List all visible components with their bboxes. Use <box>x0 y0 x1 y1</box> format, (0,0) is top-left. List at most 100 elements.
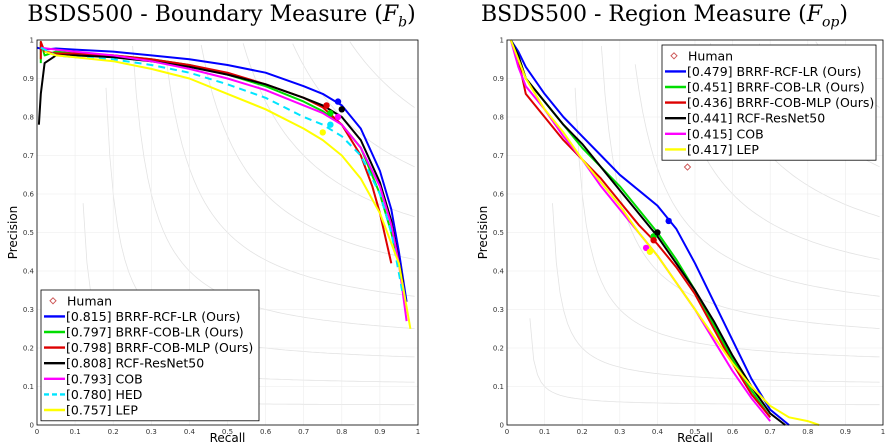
y-axis-label: Precision <box>6 206 20 260</box>
iso-f-curve <box>200 44 415 260</box>
series-line <box>37 54 404 283</box>
iso-f-curve <box>132 45 415 329</box>
x-tick-label: 0.8 <box>336 428 347 436</box>
y-tick-label: 0.4 <box>23 268 35 276</box>
x-tick-label: 0.2 <box>108 428 119 436</box>
x-tick-label: 0 <box>505 428 509 436</box>
chart-title: BSDS500 - Boundary Measure (Fb) <box>0 2 443 30</box>
x-tick-label: 0 <box>35 428 39 436</box>
title-variable: F <box>382 2 399 27</box>
title-text: BSDS500 - Boundary Measure ( <box>27 2 383 27</box>
x-tick-label: 0.6 <box>727 428 739 436</box>
x-tick-label: 0.1 <box>70 428 81 436</box>
title-variable: F <box>806 2 822 27</box>
region-chart: BSDS500 - Region Measure (Fop) 0 0.1 0.2 0.… <box>443 0 886 446</box>
series-best-point <box>334 98 342 105</box>
y-tick-label: 0.8 <box>493 114 504 122</box>
legend-label: [0.798] BRRF-COB-MLP (Ours) <box>66 340 253 355</box>
y-tick-label: 0.3 <box>23 306 34 314</box>
y-tick-label: 0.2 <box>23 345 34 353</box>
y-tick-label: 0.8 <box>23 114 34 122</box>
legend-human-marker <box>49 297 57 305</box>
series-best-point <box>319 129 326 136</box>
axes-frame <box>506 39 884 426</box>
y-tick-label: 0 <box>30 422 34 430</box>
y-tick-label: 0.7 <box>23 152 34 160</box>
series-best-point <box>646 248 654 255</box>
y-axis-label: Precision <box>476 206 490 260</box>
series-line <box>509 39 786 426</box>
series-line <box>40 46 408 322</box>
legend-label: [0.417] LEP <box>687 142 759 157</box>
series-line <box>44 50 412 329</box>
series-best-point <box>334 113 342 121</box>
series-best-point <box>654 229 661 236</box>
x-tick-label: 1 <box>416 428 420 436</box>
title-text: BSDS500 - Region Measure ( <box>481 2 807 27</box>
axes-frame <box>36 39 419 426</box>
legend-human-marker <box>670 52 678 60</box>
series-best-point <box>327 109 334 117</box>
title-close: ) <box>407 2 416 27</box>
series-best-point <box>665 217 672 225</box>
legend-label: [0.808] RCF-ResNet50 <box>66 356 204 371</box>
legend-box <box>40 289 260 422</box>
y-tick-label: 0.9 <box>23 75 34 83</box>
x-tick-label: 0.2 <box>577 428 588 436</box>
legend-label: [0.451] BRRF-COB-LR (Ours) <box>687 80 865 95</box>
legend-label: [0.797] BRRF-COB-LR (Ours) <box>66 325 244 340</box>
title-subscript: b <box>398 14 408 31</box>
y-tick-label: 0.1 <box>493 383 504 391</box>
iso-f-curve <box>552 203 880 383</box>
y-tick-label: 0.6 <box>493 191 505 199</box>
x-axis-label: Recall <box>210 431 246 445</box>
y-tick-label: 0.5 <box>23 229 34 237</box>
x-tick-label: 0.9 <box>374 428 385 436</box>
x-tick-label: 0.8 <box>802 428 813 436</box>
legend-label: [0.436] BRRF-COB-MLP (Ours) <box>687 95 874 110</box>
series-line <box>509 39 771 422</box>
legend-label: Human <box>67 293 112 308</box>
legend-label: [0.441] RCF-ResNet50 <box>687 111 825 126</box>
series-line <box>509 39 790 426</box>
x-tick-label: 0.9 <box>840 428 851 436</box>
iso-f-curve <box>529 318 880 406</box>
legend-label: Human <box>688 48 733 63</box>
series-line <box>509 39 771 418</box>
series-line <box>509 39 820 426</box>
series-line <box>36 46 408 302</box>
x-tick-label: 0.3 <box>146 428 157 436</box>
legend-box <box>661 44 877 161</box>
legend-label: [0.815] BRRF-RCF-LR (Ours) <box>66 309 240 324</box>
y-tick-label: 0.1 <box>23 383 34 391</box>
series-best-point <box>650 237 657 244</box>
x-tick-label: 0.5 <box>222 428 233 436</box>
legend: Human[0.479] BRRF-RCF-LR (Ours)[0.451] B… <box>661 44 877 161</box>
y-tick-label: 0.4 <box>493 268 505 276</box>
boundary-plot: 0 0.1 0.2 0.3 0.4 0.5 0.6 0.7 0.8 0.9 1 0 0.1 0.2 0.3 0… <box>6 37 420 446</box>
x-axis-label: Recall <box>677 431 713 445</box>
y-tick-label: 0.3 <box>493 306 504 314</box>
x-tick-label: 1 <box>881 428 885 436</box>
x-tick-label: 0.5 <box>689 428 700 436</box>
series-best-point <box>327 121 334 128</box>
y-tick-label: 1 <box>30 37 34 45</box>
legend-label: [0.793] COB <box>66 371 143 386</box>
legend: Human[0.815] BRRF-RCF-LR (Ours)[0.797] B… <box>40 289 260 422</box>
title-close: ) <box>839 2 848 27</box>
x-tick-label: 0.6 <box>260 428 272 436</box>
series-best-point <box>323 102 330 109</box>
iso-f-curve <box>601 45 880 329</box>
title-subscript: op <box>821 14 840 31</box>
chart-title: BSDS500 - Region Measure (Fop) <box>443 2 886 30</box>
legend-label: [0.479] BRRF-RCF-LR (Ours) <box>687 64 861 79</box>
y-tick-label: 0.5 <box>493 229 504 237</box>
y-tick-label: 1 <box>500 37 504 45</box>
y-tick-label: 0.2 <box>493 345 504 353</box>
legend-label: [0.780] HED <box>66 387 142 402</box>
iso-f-curve <box>349 41 415 108</box>
x-tick-label: 0.1 <box>539 428 550 436</box>
human-marker <box>683 163 692 171</box>
x-tick-label: 0.4 <box>652 428 664 436</box>
x-tick-label: 0.3 <box>614 428 625 436</box>
